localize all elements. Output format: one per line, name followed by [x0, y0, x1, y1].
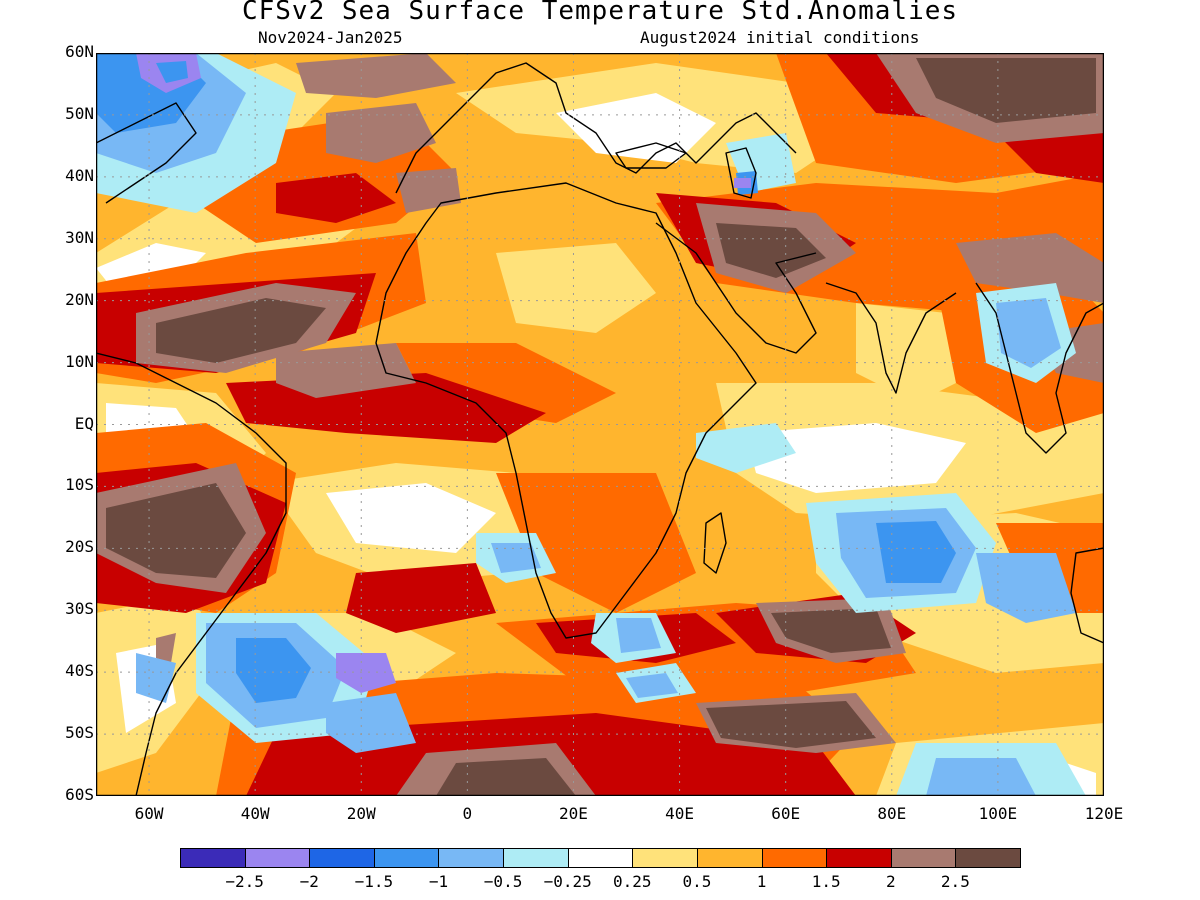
lat-label: 60S: [65, 785, 94, 804]
colorbar-swatch: [826, 848, 892, 868]
colorbar-swatch: [761, 848, 828, 868]
lat-label: 30S: [65, 599, 94, 619]
lon-label: 60E: [771, 804, 801, 823]
lon-label: 0: [462, 804, 473, 823]
india-coast: [825, 282, 957, 394]
lat-label: 40N: [65, 165, 94, 185]
lat-label: 50S: [65, 723, 94, 743]
colorbar-label: 1.5: [811, 872, 841, 891]
arabia-coast: [655, 222, 817, 354]
lat-label: EQ: [74, 413, 94, 433]
colorbar-label: 2.5: [940, 872, 970, 891]
colorbar-label: 1: [756, 872, 767, 891]
lon-label: 120E: [1084, 804, 1124, 823]
colorbar-swatch: [890, 848, 957, 868]
map-frame: [96, 53, 1104, 796]
africa-coast: [375, 182, 757, 639]
colorbar-label: −2: [299, 872, 319, 891]
caspian-coast: [725, 147, 757, 199]
colorbar-swatch: [955, 848, 1021, 868]
lat-label: 50N: [65, 103, 94, 123]
colorbar-swatch: [438, 848, 505, 868]
anomaly-field-extreme: [96, 53, 1104, 796]
colorbar-label: −2.5: [225, 872, 264, 891]
colorbar-swatch: [373, 848, 440, 868]
forecast-period: Nov2024-Jan2025: [258, 28, 403, 47]
colorbar-label: −1.5: [354, 872, 394, 891]
graticule: [96, 53, 1104, 796]
lon-label: 100E: [978, 804, 1018, 823]
south-america-coast: [96, 352, 287, 796]
lon-label: 20E: [559, 804, 588, 823]
colorbar-label: −1: [428, 872, 449, 891]
coastlines: [96, 62, 1104, 796]
madagascar-coast: [703, 512, 727, 574]
north-america-coast: [96, 102, 197, 204]
colorbar-label: −0.5: [483, 872, 523, 891]
colorbar-swatch: [567, 848, 634, 868]
lat-label: 10N: [65, 351, 94, 371]
colorbar-label: 0.25: [613, 872, 652, 891]
lon-label: 80E: [877, 804, 907, 823]
colorbar-swatch: [696, 848, 763, 868]
colorbar-swatch: [180, 848, 246, 868]
initial-conditions: August2024 initial conditions: [640, 28, 920, 47]
anomaly-map: [96, 53, 1104, 796]
lat-label: 60N: [65, 42, 94, 61]
colorbar-label: 0.5: [682, 872, 712, 891]
black-sea-coast: [615, 142, 687, 169]
colorbar-swatch: [309, 848, 375, 868]
lat-label: 20N: [65, 289, 94, 309]
lat-label: 10S: [65, 475, 94, 495]
colorbar-label: 2: [885, 872, 896, 891]
lon-label: 40W: [240, 804, 270, 823]
colorbar-label: −0.25: [543, 872, 592, 891]
colorbar: [180, 848, 1021, 870]
europe-coast: [395, 62, 797, 194]
lat-label: 40S: [65, 661, 94, 681]
colorbar-swatch: [632, 848, 698, 868]
lat-label: 30N: [65, 227, 94, 247]
colorbar-swatch: [244, 848, 311, 868]
colorbar-swatch: [503, 848, 569, 868]
lon-label: 60W: [134, 804, 164, 823]
australia-coast: [1070, 547, 1104, 644]
map-title: CFSv2 Sea Surface Temperature Std.Anomal…: [241, 0, 959, 26]
southeast-asia-coast: [975, 282, 1104, 454]
lon-label: 20W: [346, 804, 376, 823]
lon-label: 40E: [665, 804, 695, 823]
lat-label: 20S: [65, 537, 94, 557]
